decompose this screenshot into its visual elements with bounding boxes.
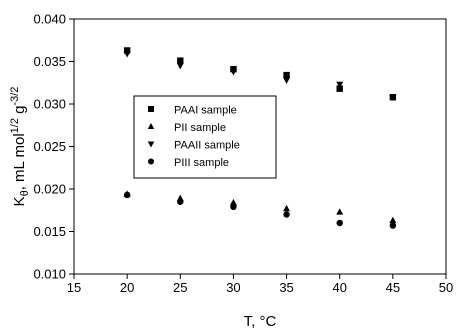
series-3	[123, 191, 397, 229]
y-axis: 0.010 0.015 0.020 0.025 0.030 0.035 0.040	[33, 12, 74, 282]
x-tick-label: 35	[279, 280, 293, 295]
data-point	[389, 216, 397, 224]
y-axis-title-part1: , mL mol	[11, 133, 28, 190]
legend-marker	[147, 123, 155, 130]
y-axis-title-superscript1: 1/2	[9, 118, 21, 133]
data-point	[389, 94, 397, 101]
y-tick-label: 0.025	[33, 139, 66, 154]
data-point	[283, 71, 290, 79]
data-points	[123, 47, 397, 229]
data-point	[336, 81, 344, 89]
x-tick-label: 20	[120, 280, 134, 295]
y-axis-title: Kθ, mL mol1/2 g-3/2	[9, 87, 31, 207]
x-tick-label: 50	[439, 280, 453, 295]
legend: PAAI sample PII sample PAAII sample PIII sa…	[133, 95, 277, 179]
legend-item: PAAII sample	[147, 140, 240, 152]
legend-item: PAAI sample	[148, 105, 237, 117]
data-point	[229, 68, 237, 76]
y-tick-label: 0.035	[33, 54, 66, 69]
series-0	[123, 47, 397, 101]
data-point	[389, 222, 397, 229]
x-tick-label: 25	[173, 280, 187, 295]
x-tick-label: 15	[67, 280, 81, 295]
data-point	[283, 77, 291, 84]
data-point	[123, 191, 131, 199]
legend-box	[133, 95, 277, 179]
series-2	[123, 51, 397, 101]
y-tick-label: 0.020	[33, 182, 66, 197]
data-point	[336, 219, 343, 227]
legend-marker	[148, 158, 154, 165]
y-tick-label: 0.015	[33, 224, 66, 239]
legend-item: PII sample	[147, 122, 226, 134]
y-axis-title-subscript: θ	[19, 190, 31, 196]
legend-label: PIII sample	[174, 157, 229, 169]
x-tick-label: 30	[226, 280, 240, 295]
data-point	[176, 63, 184, 70]
data-point	[123, 51, 131, 58]
data-point	[230, 203, 237, 211]
legend-label: PII sample	[174, 122, 226, 134]
data-point	[336, 208, 344, 215]
legend-marker	[147, 141, 155, 148]
y-tick-label: 0.010	[33, 267, 66, 282]
y-tick-label: 0.040	[33, 12, 66, 27]
y-tick-label: 0.030	[33, 97, 66, 112]
data-point	[177, 57, 184, 64]
x-axis-title: T, °C	[244, 313, 277, 330]
data-point	[336, 85, 343, 92]
data-point	[177, 198, 184, 205]
x-tick-label: 40	[332, 280, 346, 295]
series-1	[123, 190, 397, 224]
y-axis-title-base: K	[11, 196, 28, 206]
x-tick-label: 45	[386, 280, 400, 295]
legend-marker	[148, 106, 154, 112]
data-point	[123, 47, 131, 54]
legend-label: PAAI sample	[174, 105, 237, 117]
y-axis-title-part2: g	[11, 106, 28, 119]
legend-label: PAAII sample	[174, 140, 240, 152]
x-axis: 15 20 25 30 35 40 45 50	[67, 274, 453, 295]
legend-item: PIII sample	[148, 157, 229, 169]
data-point	[283, 204, 291, 212]
y-axis-title-superscript2: -3/2	[9, 87, 21, 106]
data-point	[229, 198, 237, 206]
data-point	[283, 211, 290, 218]
